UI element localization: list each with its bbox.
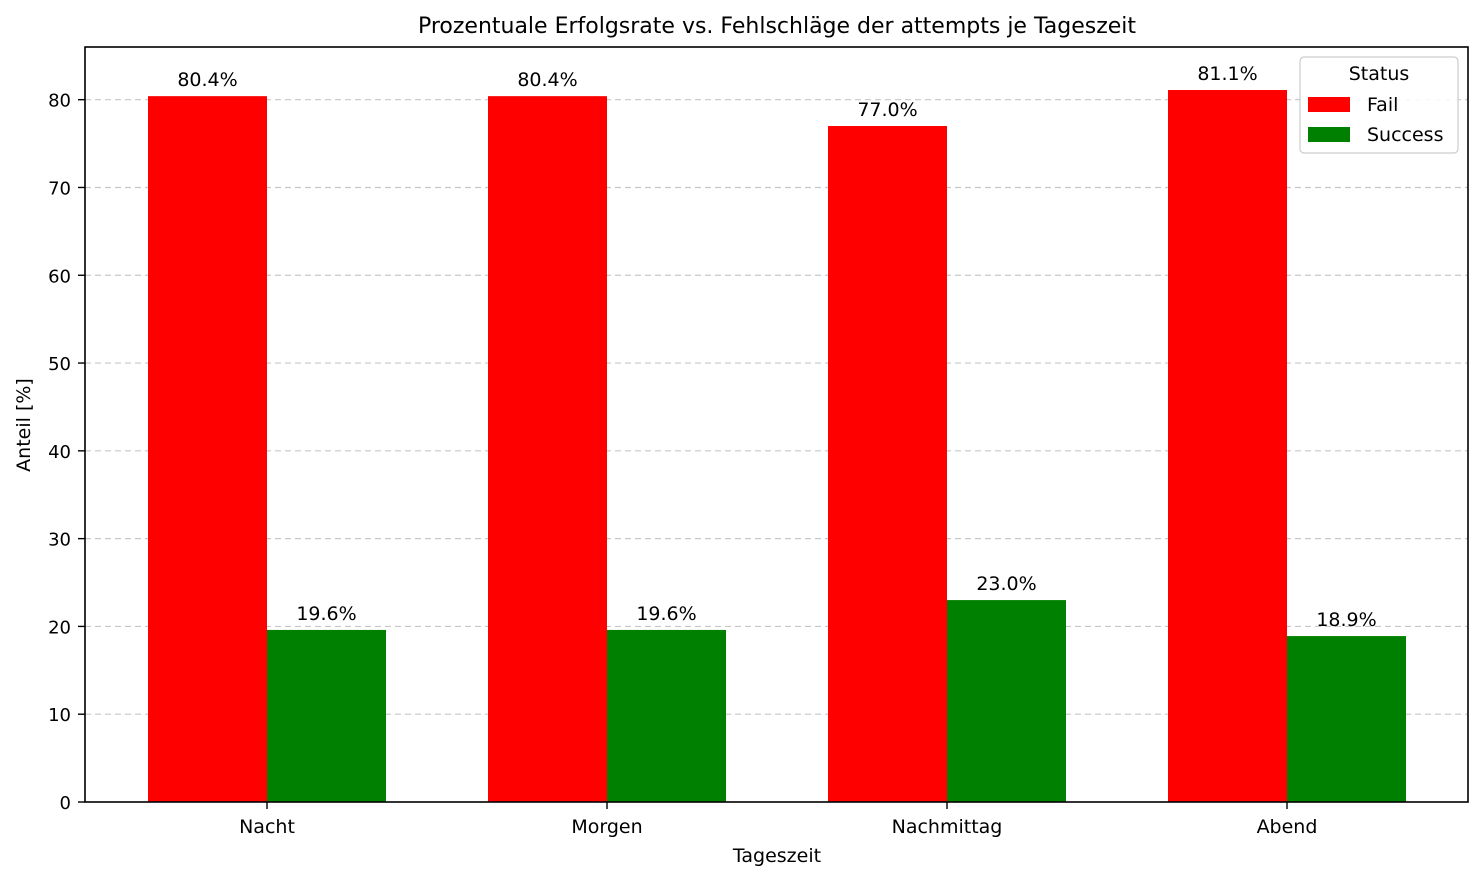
legend-swatch-fail [1308,97,1350,112]
plot-frame [84,46,1469,803]
bar-fail-nachmittag [828,126,947,803]
y-tick-label: 40 [48,442,71,463]
y-tick-label: 70 [48,178,71,199]
legend-label-fail: Fail [1367,94,1398,116]
data-labels: 80.4% 80.4% 77.0% 81.1% 19.6% 19.6% 23.0% 18.9% [177,63,1376,631]
data-label: 18.9% [1316,609,1376,631]
legend: Status Fail Success [1299,56,1459,154]
x-tick-label: Morgen [571,816,642,838]
y-tick-label: 10 [48,705,71,726]
legend-title: Status [1349,63,1410,85]
chart-title: Prozentuale Erfolgsrate vs. Fehlschläge … [418,14,1136,39]
y-tick-label: 20 [48,617,71,638]
data-label: 23.0% [976,573,1036,595]
y-tick-label: 30 [48,530,71,551]
data-label: 81.1% [1197,63,1257,85]
bar-success-nachmittag [947,600,1066,802]
data-label: 80.4% [177,69,237,91]
y-axis-label: Anteil [%] [13,378,35,472]
bar-success-morgen [607,629,726,802]
bar-success-abend [1287,636,1406,802]
x-tick-label: Nachmittag [892,816,1003,838]
legend-label-success: Success [1367,124,1443,146]
bar-fail-morgen [488,96,607,803]
x-tick-label: Nacht [239,816,295,838]
x-axis-label: Tageszeit [732,845,821,867]
x-tick-label: Abend [1257,816,1318,838]
bar-success-nacht [267,629,386,802]
y-tick-label: 50 [48,354,71,375]
y-tick-label: 60 [48,266,71,287]
data-label: 19.6% [296,603,356,625]
bars [148,90,1406,803]
data-label: 80.4% [517,69,577,91]
data-label: 77.0% [857,99,917,121]
axes: 0 10 20 30 40 50 60 70 80 Nacht Morgen Nachmittag Ab… [48,46,1469,838]
bar-fail-nacht [148,96,267,803]
y-tick-label: 0 [60,793,71,814]
y-tick-label: 80 [48,91,71,112]
bar-fail-abend [1168,90,1287,802]
data-label: 19.6% [636,603,696,625]
legend-swatch-success [1308,127,1350,142]
grid-lines [85,99,1468,715]
